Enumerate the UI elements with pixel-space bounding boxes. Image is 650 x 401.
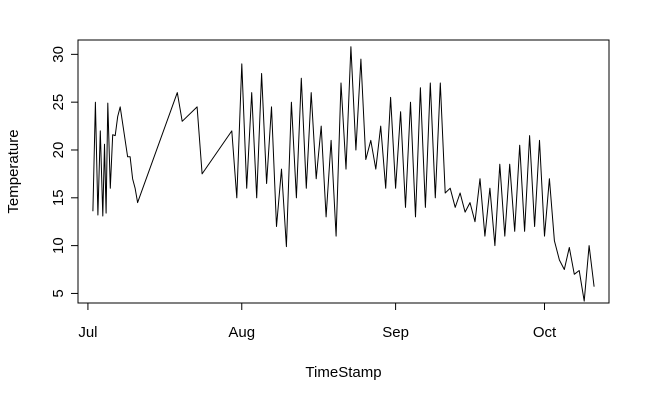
temperature-series-line (92, 46, 595, 302)
y-axis-label: Temperature (5, 129, 22, 213)
x-tick-label: Oct (533, 324, 557, 341)
y-tick-label: 30 (50, 46, 67, 63)
y-axis: 5 10 15 20 25 30 (50, 46, 79, 298)
y-tick-label: 5 (50, 289, 67, 297)
x-axis: Jul Aug Sep Oct (78, 302, 557, 341)
y-tick-label: 15 (50, 189, 67, 206)
x-tick-label: Aug (228, 324, 255, 341)
y-tick-label: 25 (50, 94, 67, 111)
y-tick-label: 20 (50, 142, 67, 159)
plot-box (77, 39, 610, 304)
x-tick-label: Jul (78, 324, 97, 341)
x-axis-label: TimeStamp (305, 364, 381, 381)
y-tick-label: 10 (50, 237, 67, 254)
x-tick-label: Sep (382, 324, 409, 341)
